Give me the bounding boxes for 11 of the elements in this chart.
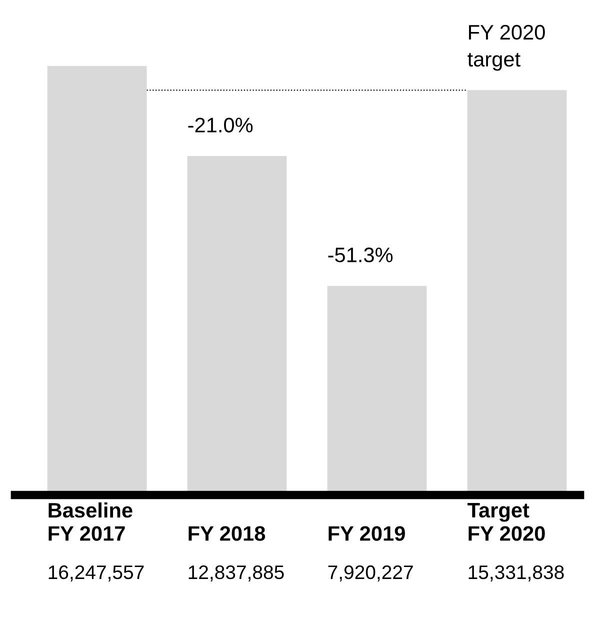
x-tick-label: FY 2019	[328, 526, 405, 541]
x-tick-label: Baseline FY 2017	[48, 502, 132, 541]
annotation: -51.3%	[328, 248, 393, 262]
x-tick-label: Target FY 2020	[468, 503, 545, 541]
data-label: 12,837,885	[188, 565, 284, 582]
annotation: -21.0%	[188, 118, 253, 132]
annotation: FY 2020 target	[468, 24, 545, 71]
x-tick-label: FY 2018	[188, 526, 266, 541]
data-label: 15,331,838	[468, 565, 564, 582]
data-label: 7,920,227	[328, 565, 413, 582]
data-label: 16,247,557	[48, 565, 144, 582]
